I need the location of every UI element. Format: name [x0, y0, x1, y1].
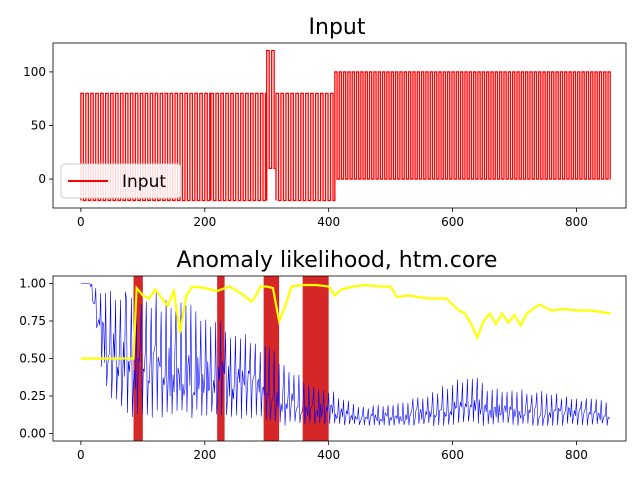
x-tick-label: 400 — [317, 215, 340, 229]
legend-box — [60, 163, 182, 199]
input-chart: Input 0 200 400 600 800 0 50 100 Input — [23, 15, 627, 229]
y-tick-label: 0.25 — [19, 389, 46, 403]
series-anomaly-score-line — [80, 283, 611, 427]
anomaly-chart: Anomaly likelihood, htm.core 0 200 400 600 8… — [19, 248, 627, 462]
x-tick-label: 200 — [193, 215, 216, 229]
x-tick-label: 0 — [77, 448, 85, 462]
x-tick-label: 0 — [77, 215, 85, 229]
x-tick-label: 600 — [441, 448, 464, 462]
y-tick-label: 1.00 — [19, 277, 46, 291]
x-tick-label: 800 — [565, 448, 588, 462]
series-input-line — [80, 49, 611, 202]
legend-input-label: Input — [122, 172, 166, 192]
input-chart-x-ticks: 0 200 400 600 800 — [77, 208, 588, 229]
y-tick-label: 0.50 — [19, 352, 46, 366]
input-chart-title: Input — [309, 15, 366, 40]
anomaly-chart-series — [80, 283, 611, 427]
x-tick-label: 200 — [193, 448, 216, 462]
anomaly-chart-y-ticks: 0.00 0.25 0.50 0.75 1.00 — [19, 277, 53, 441]
input-chart-legend: Input — [60, 163, 182, 199]
series-anomaly-likelihood-line — [80, 283, 611, 360]
input-chart-series — [80, 49, 611, 202]
anomaly-chart-x-ticks: 0 200 400 600 800 — [77, 441, 588, 462]
anomaly-region — [263, 276, 280, 441]
y-tick-label: 50 — [31, 119, 46, 133]
y-tick-label: 0.75 — [19, 314, 46, 328]
x-tick-label: 600 — [441, 215, 464, 229]
x-tick-label: 400 — [317, 448, 340, 462]
y-tick-label: 0.00 — [19, 427, 46, 441]
y-tick-label: 100 — [23, 65, 46, 79]
x-tick-label: 800 — [565, 215, 588, 229]
anomaly-chart-title: Anomaly likelihood, htm.core — [177, 248, 498, 273]
y-tick-label: 0 — [38, 172, 46, 186]
input-chart-y-ticks: 0 50 100 — [23, 65, 53, 186]
